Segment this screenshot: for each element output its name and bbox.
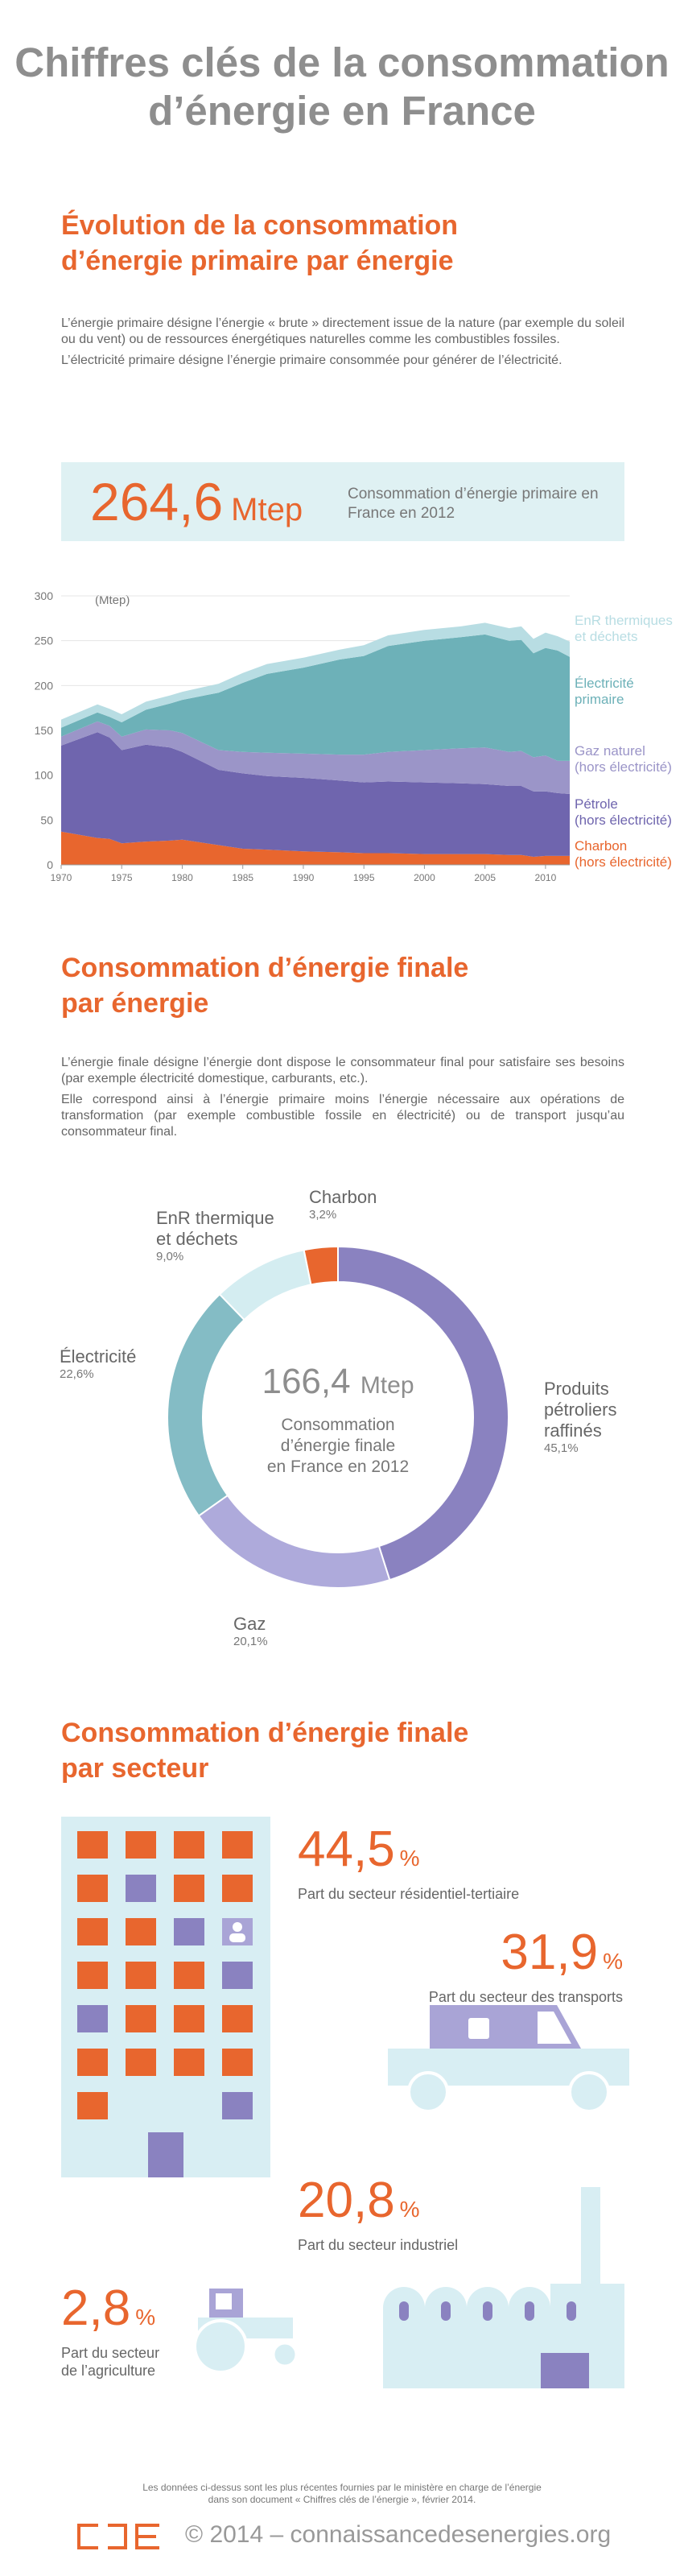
building-window (174, 1831, 204, 1859)
donut-label-gaz: Gaz 20,1% (233, 1614, 268, 1648)
x-tick-label: 2010 (535, 872, 557, 883)
donut-slice-1 (197, 1494, 391, 1589)
x-tick-label: 1975 (111, 872, 133, 883)
y-tick-label: 150 (35, 724, 54, 737)
x-tick-label: 1985 (232, 872, 253, 883)
legend-label: Pétrole (575, 796, 618, 812)
building-window (77, 1918, 108, 1945)
y-tick-label: 250 (35, 635, 54, 647)
donut-center: 166,4 Mtep Consommation d’énergie finale… (161, 1361, 515, 1478)
y-unit-label: (Mtep) (95, 593, 130, 607)
legend-label: Charbon (575, 838, 627, 854)
building-window (222, 1962, 253, 1989)
page-title: Chiffres clés de la consommation d’énerg… (14, 39, 670, 134)
donut-label-petrole: Produits pétroliers raffinés 45,1% (544, 1379, 617, 1455)
building-window (77, 1875, 108, 1902)
section2-intro: L’énergie finale désigne l’énergie dont … (61, 1056, 624, 1139)
building-window (126, 2005, 156, 2032)
donut-center-value: 166,4 Mtep (262, 1362, 414, 1401)
copyright-text: © 2014 – connaissancedesenergies.org (185, 2521, 612, 2548)
primary-consumption-box: 264,6 Mtep Consommation d’énergie primair… (61, 462, 624, 541)
sector-residential: 44,5% Part du secteur résidentiel-tertia… (298, 1821, 520, 1903)
person-icon (233, 1922, 242, 1932)
building-window (126, 1918, 156, 1945)
truck-illustration (388, 2005, 629, 2113)
building-window (77, 2005, 108, 2032)
y-tick-label: 100 (35, 769, 54, 782)
area-series-0 (61, 831, 570, 865)
sector-agriculture: 2,8% Part du secteur de l’agriculture (61, 2280, 160, 2380)
area-series-1 (61, 732, 570, 857)
building-window (174, 2005, 204, 2032)
building-illustration (61, 1817, 270, 2177)
building-window (77, 2049, 108, 2076)
donut-slice-4 (303, 1245, 339, 1286)
y-tick-label: 200 (35, 679, 54, 692)
x-tick-label: 2000 (414, 872, 435, 883)
source-note: Les données ci-dessus sont les plus réce… (142, 2482, 542, 2505)
primary-energy-area-chart: (Mtep) 0 50 100 150 200 250 300 1970 1975 1980 1985… (35, 589, 673, 883)
building-window (222, 2049, 253, 2076)
section3-title: Consommation d’énergie finale par secteu… (61, 1718, 469, 1784)
x-tick-label: 2005 (474, 872, 496, 883)
building-window (126, 1962, 156, 1989)
building-window (126, 1875, 156, 1902)
building-window (222, 1831, 253, 1859)
y-tick-label: 0 (47, 858, 53, 871)
legend-label: (hors électricité) (575, 854, 672, 870)
primary-consumption-value: 264,6 Mtep (90, 472, 303, 531)
person-icon-body (229, 1933, 245, 1942)
x-tick-label: 1995 (353, 872, 375, 883)
x-tick-label: 1990 (293, 872, 315, 883)
building-window (174, 1875, 204, 1902)
building-window (174, 1962, 204, 1989)
legend-label: (hors électricité) (575, 812, 672, 828)
building-window (77, 1831, 108, 1859)
legend-label: primaire (575, 692, 624, 707)
building-window (222, 1875, 253, 1902)
building-window (174, 2049, 204, 2076)
donut-center-label: Consommation d’énergie finale en France … (266, 1416, 410, 1476)
y-tick-label: 300 (35, 589, 54, 602)
donut-slice-0 (337, 1245, 509, 1582)
legend-label: Gaz naturel (575, 743, 645, 759)
primary-consumption-label: Consommation d’énergie primaire en Franc… (348, 486, 599, 522)
y-tick-label: 50 (40, 813, 53, 826)
building-window (222, 2092, 253, 2119)
cde-logo (77, 2524, 159, 2549)
factory-illustration (383, 2187, 624, 2388)
x-tick-label: 1970 (51, 872, 72, 883)
building-window (126, 2049, 156, 2076)
tractor-illustration (193, 2289, 298, 2372)
legend-label: (hors électricité) (575, 759, 672, 775)
building-window (174, 1918, 204, 1945)
final-energy-donut-chart (167, 1245, 509, 1589)
section1-title: Évolution de la consommation d’énergie p… (61, 210, 459, 276)
area-series-2 (61, 721, 570, 794)
donut-label-enr: EnR thermique et déchets 9,0% (156, 1208, 274, 1263)
x-tick-label: 1980 (171, 872, 193, 883)
area-series-3 (61, 634, 570, 761)
building-window (126, 1831, 156, 1859)
donut-label-electricite: Électricité 22,6% (60, 1346, 137, 1381)
legend-label: EnR thermiques (575, 613, 673, 628)
building-window (77, 2092, 108, 2119)
legend-label: et déchets (575, 629, 637, 644)
sector-industry: 20,8% Part du secteur industriel (298, 2173, 459, 2254)
building-window (222, 2005, 253, 2032)
sector-transport: 31,9% Part du secteur des transports (428, 1925, 623, 2006)
donut-label-charbon: Charbon 3,2% (309, 1187, 377, 1222)
legend-label: Électricité (575, 676, 634, 691)
section2-title: Consommation d’énergie finale par énergi… (61, 953, 469, 1019)
area-series-4 (61, 622, 570, 728)
building-window (77, 1962, 108, 1989)
section1-intro: L’énergie primaire désigne l’énergie « b… (61, 316, 624, 367)
